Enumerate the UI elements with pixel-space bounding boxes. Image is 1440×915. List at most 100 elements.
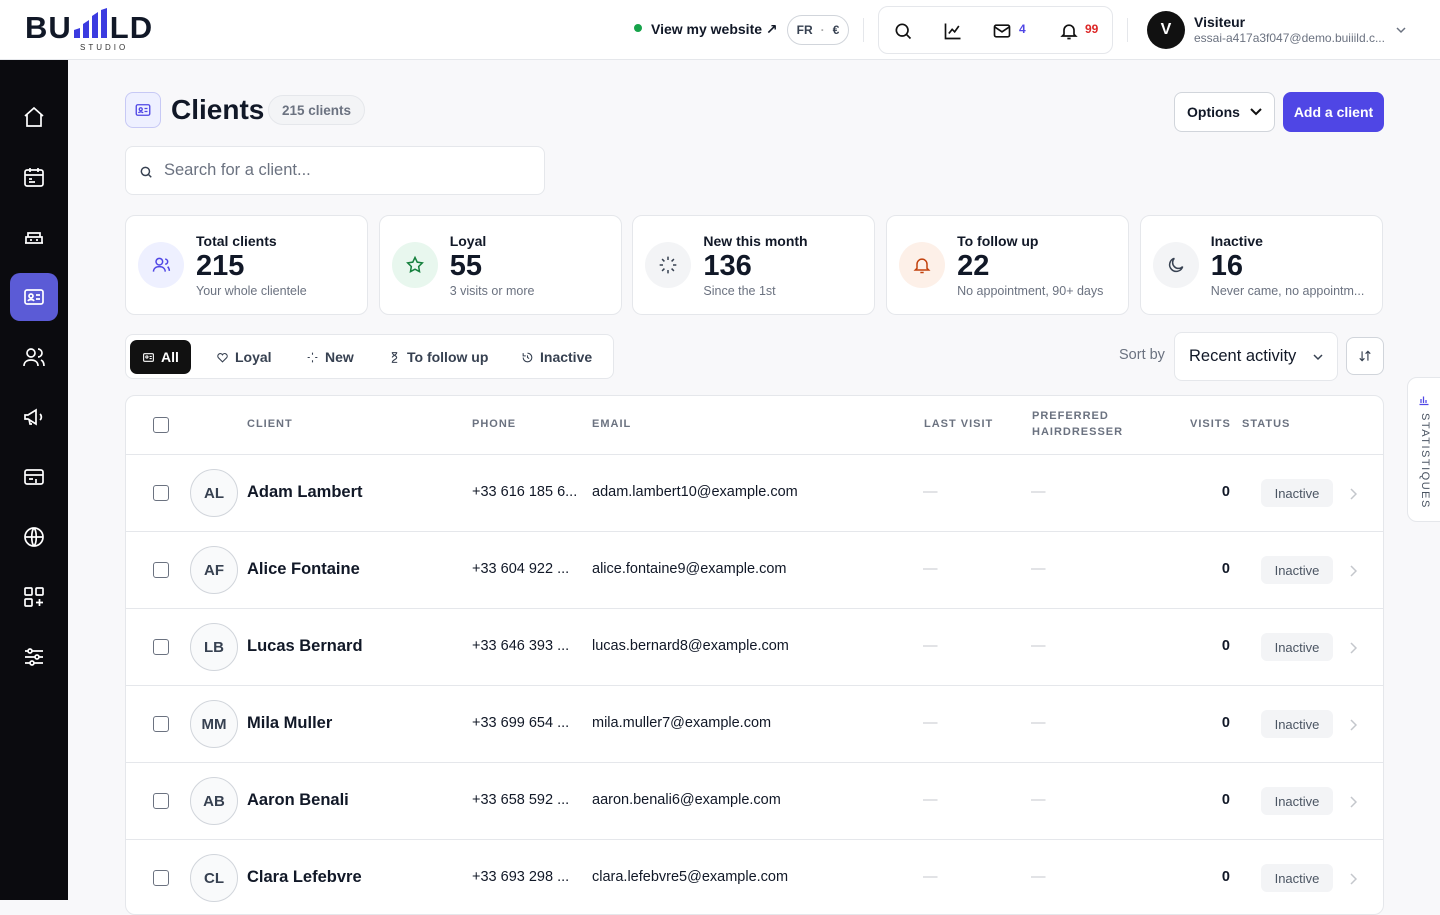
status-badge: Inactive — [1261, 556, 1333, 584]
row-checkbox[interactable] — [153, 716, 169, 732]
nav-icon[interactable] — [10, 273, 58, 321]
notif-count: 99 — [1085, 22, 1099, 36]
nav-icon[interactable] — [10, 213, 58, 261]
divider — [1127, 18, 1128, 42]
user-avatar[interactable]: V — [1147, 11, 1185, 49]
sort-direction[interactable] — [1346, 337, 1384, 375]
nav-icon[interactable] — [10, 333, 58, 381]
stat-card[interactable]: To follow up 22 No appointment, 90+ days — [886, 215, 1130, 315]
client-phone: +33 699 654 ... — [472, 715, 570, 731]
user-name: Visiteur — [1194, 14, 1246, 30]
filter-tab-label: Loyal — [235, 349, 272, 365]
client-row[interactable]: CL Clara Lefebvre +33 693 298 ... clara.lef… — [126, 839, 1383, 914]
client-avatar: LB — [190, 623, 238, 671]
sort-select[interactable]: Recent activity — [1174, 332, 1338, 381]
last-visit: — — [923, 638, 938, 654]
filter-tab[interactable]: New — [294, 340, 366, 374]
row-checkbox[interactable] — [153, 793, 169, 809]
visits: 0 — [1221, 484, 1230, 500]
client-row[interactable]: MM Mila Muller +33 699 654 ... mila.muller7… — [126, 685, 1383, 762]
visits: 0 — [1221, 792, 1230, 808]
stat-card[interactable]: New this month 136 Since the 1st — [632, 215, 876, 315]
row-checkbox[interactable] — [153, 562, 169, 578]
last-visit: — — [923, 715, 938, 731]
client-row[interactable]: AB Aaron Benali +33 658 592 ... aaron.benal… — [126, 762, 1383, 839]
client-avatar: MM — [190, 700, 238, 748]
client-avatar: CL — [190, 854, 238, 902]
nav-icon[interactable] — [10, 453, 58, 501]
view-website[interactable]: View my website ↗ — [651, 21, 778, 37]
bell-icon[interactable] — [1059, 21, 1079, 41]
currency: € — [832, 23, 840, 37]
logo-left: BU — [25, 10, 72, 45]
side-tab-label: STATISTIQUES — [1419, 413, 1431, 509]
filter-tabs: All Loyal New To follow up Inactive — [125, 334, 614, 379]
filter-tab[interactable]: Inactive — [509, 340, 604, 374]
search-box[interactable]: Search for a client... — [125, 146, 545, 195]
user-menu-chevron[interactable] — [1395, 25, 1407, 35]
row-chevron[interactable] — [1349, 641, 1358, 659]
client-avatar: AF — [190, 546, 238, 594]
nav-icon[interactable] — [10, 633, 58, 681]
options-button[interactable]: Options — [1174, 92, 1275, 132]
stats-icon[interactable] — [943, 21, 963, 41]
nav-icon[interactable] — [10, 93, 58, 141]
header: BU LD STUDIO View my website ↗ FR · € 4 99 … — [0, 0, 1440, 60]
row-chevron[interactable] — [1349, 718, 1358, 736]
stat-card[interactable]: Loyal 55 3 visits or more — [378, 215, 622, 315]
stat-card[interactable]: Inactive 16 Never came, no appointm... — [1139, 215, 1383, 315]
client-name: Lucas Bernard — [247, 637, 363, 655]
nav-icon[interactable] — [10, 153, 58, 201]
row-chevron[interactable] — [1349, 872, 1358, 890]
preferred-hairdresser: — — [1031, 792, 1046, 808]
row-chevron[interactable] — [1349, 795, 1358, 813]
last-visit: — — [923, 869, 938, 885]
client-phone: +33 646 393 ... — [472, 638, 570, 654]
mail-icon[interactable] — [992, 21, 1012, 41]
add-client-button[interactable]: Add a client — [1283, 92, 1384, 132]
select-all-checkbox[interactable] — [153, 417, 169, 433]
client-phone: +33 616 185 6... — [472, 484, 578, 500]
stat-label: To follow up — [957, 233, 1039, 249]
logo-right: LD — [109, 10, 154, 45]
client-row[interactable]: AL Adam Lambert +33 616 185 6... adam.lambe… — [126, 454, 1383, 531]
locale: FR — [796, 23, 813, 37]
search-icon[interactable] — [893, 21, 913, 41]
client-name: Aaron Benali — [247, 791, 349, 809]
stat-value: 55 — [449, 250, 482, 282]
row-chevron[interactable] — [1349, 487, 1358, 505]
sort-value: Recent activity — [1189, 347, 1297, 365]
client-row[interactable]: AF Alice Fontaine +33 604 922 ... alice.fon… — [126, 531, 1383, 608]
filter-tab[interactable]: Loyal — [204, 340, 284, 374]
toolbar: 4 99 — [878, 6, 1113, 54]
stat-icon — [138, 242, 184, 288]
stat-icon — [1152, 242, 1199, 288]
stat-label: Total clients — [196, 233, 277, 249]
stat-card[interactable]: Total clients 215 Your whole clientele — [125, 215, 368, 315]
client-phone: +33 658 592 ... — [472, 792, 570, 808]
row-checkbox[interactable] — [153, 639, 169, 655]
nav-icon[interactable] — [10, 573, 58, 621]
filter-tab-label: To follow up — [407, 349, 489, 365]
statistics-side-tab[interactable]: STATISTIQUES — [1407, 377, 1440, 522]
column-header: EMAIL — [592, 418, 632, 430]
nav-icon[interactable] — [10, 393, 58, 441]
locale-switch[interactable]: FR · € — [787, 15, 849, 45]
sidebar — [0, 60, 68, 900]
filter-tab[interactable]: To follow up — [376, 340, 500, 374]
stat-sub: No appointment, 90+ days — [957, 284, 1104, 298]
stat-sub: 3 visits or more — [449, 284, 535, 298]
filter-tab-label: All — [161, 349, 179, 365]
nav-icon[interactable] — [10, 513, 58, 561]
filter-tab[interactable]: All — [130, 340, 191, 374]
client-row[interactable]: LB Lucas Bernard +33 646 393 ... lucas.bern… — [126, 608, 1383, 685]
count-badge: 215 clients — [268, 95, 366, 125]
logo[interactable]: BU LD — [25, 8, 153, 46]
status-badge: Inactive — [1261, 864, 1333, 892]
row-chevron[interactable] — [1349, 564, 1358, 582]
row-checkbox[interactable] — [153, 870, 169, 886]
client-email: aaron.benali6@example.com — [592, 792, 781, 808]
client-name: Alice Fontaine — [247, 560, 360, 578]
row-checkbox[interactable] — [153, 485, 169, 501]
